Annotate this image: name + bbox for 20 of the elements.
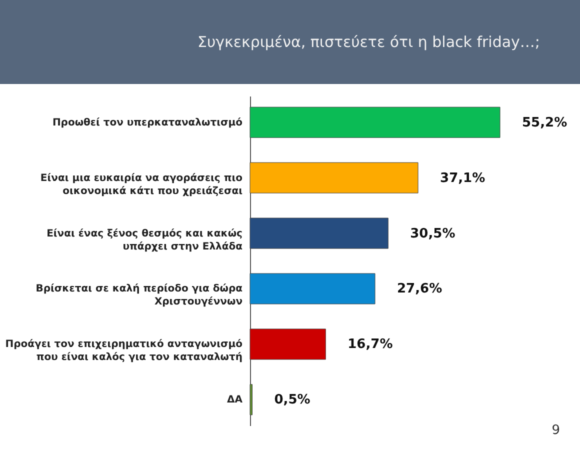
- data-label: 30,5%: [410, 226, 456, 242]
- bar: [250, 273, 376, 304]
- data-label: 27,6%: [397, 282, 442, 297]
- text: 9: [552, 423, 560, 438]
- bar: [250, 384, 253, 416]
- bar: [250, 328, 326, 360]
- y-tick-label: Προάγει τον επιχειρηματικό ανταγωνισμό που είναι καλός για τον καταναλωτή: [5, 339, 243, 364]
- data-label: 37,1%: [440, 170, 486, 186]
- y-tick-label: Προωθεί τον υπερκαταναλωτισμό: [52, 117, 243, 128]
- y-tick-label: Είναι μια ευκαιρία να αγοράσεις πιο οικονομικά κάτι που χρειάζεσαι: [40, 172, 243, 197]
- data-label: 16,7%: [348, 337, 393, 352]
- bar: [250, 106, 500, 138]
- data-label: 55,2%: [522, 115, 568, 130]
- y-tick-label: Βρίσκεται σε καλή περίοδο για δώρα Χριστουγέννων: [36, 284, 243, 308]
- y-tick-label: ΔΑ: [227, 394, 243, 406]
- data-label: 0,5%: [274, 392, 310, 408]
- y-tick-label: Είναι ένας ξένος θεσμός και κακώς υπάρχει στην Ελλάδα: [46, 228, 243, 252]
- bar: [250, 162, 418, 194]
- chart-title: Συγκεκριμένα, πιστεύετε ότι η black friday…;: [0, 0, 580, 84]
- bar: [250, 218, 388, 249]
